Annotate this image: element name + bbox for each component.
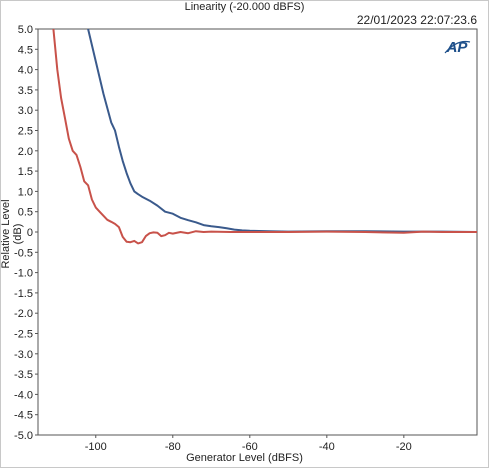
y-tick-label: 0.5 [18, 207, 33, 219]
series-line-1 [87, 28, 478, 233]
x-tick-label: -40 [319, 441, 335, 453]
chart-title: Linearity (-20.000 dBFS) [184, 1, 305, 13]
y-tick-label: 4.0 [18, 65, 33, 77]
x-tick-label: -60 [242, 441, 258, 453]
y-tick-label: -3.5 [14, 369, 33, 381]
y-tick-label: 3.5 [18, 85, 33, 97]
y-tick-label: -4.5 [14, 410, 33, 422]
y-axis-ticks: 5.0 4.5 4.0 3.5 3.0 2.5 2.0 1.5 1.0 0.5 0 -0.5 -1.0 -… [14, 24, 38, 442]
y-tick-label: 0 [27, 227, 33, 239]
y-tick-label: -2.0 [14, 308, 33, 320]
y-tick-label: 1.0 [18, 186, 33, 198]
x-axis-label: Generator Level (dBFS) [186, 452, 303, 464]
y-tick-label: 2.5 [18, 126, 33, 138]
x-tick-label: -20 [396, 441, 412, 453]
x-tick-label: -80 [165, 441, 181, 453]
y-tick-label: -2.5 [14, 329, 33, 341]
y-tick-label: 3.0 [18, 105, 33, 117]
ap-logo: AP [442, 37, 472, 59]
y-tick-label: -4.0 [14, 389, 33, 401]
ap-logo-swoosh [444, 40, 471, 54]
y-tick-label: -3.0 [14, 349, 33, 361]
y-tick-label: -1.0 [14, 268, 33, 280]
x-axis-ticks: -100 -80 -60 -40 -20 [85, 435, 412, 453]
ap-logo-text: AP [446, 39, 468, 56]
y-tick-label: -5.0 [14, 430, 33, 442]
y-tick-label: 4.5 [18, 44, 33, 56]
y-tick-label: -0.5 [14, 247, 33, 259]
y-tick-label: 1.5 [18, 166, 33, 178]
series-line-2 [52, 28, 477, 245]
x-tick-label: -100 [85, 441, 107, 453]
timestamp: 22/01/2023 22:07:23.6 [356, 13, 477, 27]
series-lines [52, 28, 478, 245]
y-tick-label: -1.5 [14, 288, 33, 300]
y-tick-label: 2.0 [18, 146, 33, 158]
y-tick-label: 5.0 [18, 24, 33, 36]
